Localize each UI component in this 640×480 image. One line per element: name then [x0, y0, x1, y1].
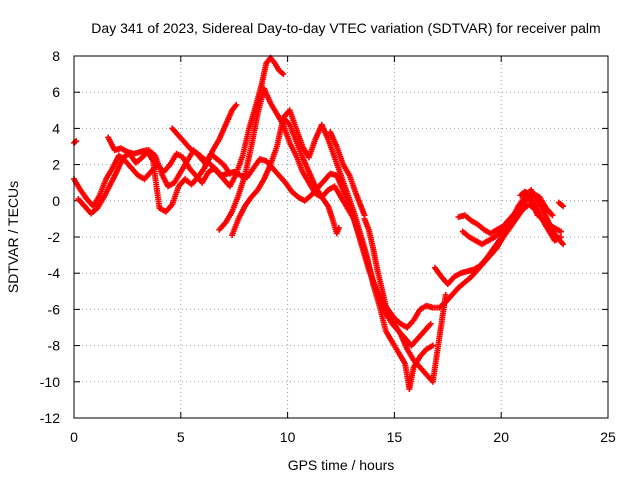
- y-tick-label: 6: [52, 84, 60, 100]
- x-tick-label: 10: [280, 429, 296, 445]
- series-track-1: [71, 138, 80, 146]
- data-point: [560, 203, 567, 210]
- data-point: [72, 138, 79, 145]
- data-point: [442, 291, 449, 298]
- x-tick-label: 20: [493, 429, 509, 445]
- x-tick-label: 25: [600, 429, 616, 445]
- series-track-4: [105, 134, 233, 215]
- data-point: [549, 212, 556, 219]
- x-tick-label: 5: [177, 429, 185, 445]
- y-tick-label: -10: [40, 374, 60, 390]
- data-point: [335, 224, 342, 231]
- y-tick-label: -2: [48, 229, 61, 245]
- data-point: [558, 228, 565, 235]
- tick-labels: 0 5 10 15 20 25 -12 -10 -8 -6 -4 -2 0 2 4 6 8: [40, 48, 616, 445]
- y-tick-label: 4: [52, 120, 60, 136]
- grid: [74, 56, 608, 418]
- series-track-14: [517, 188, 541, 219]
- y-tick-label: -6: [48, 301, 61, 317]
- y-axis-title: SDTVAR / TECUs: [5, 181, 21, 293]
- data-marks: [71, 54, 567, 393]
- series-track-8: [280, 114, 342, 237]
- y-tick-label: 2: [52, 157, 60, 173]
- y-tick-label: -12: [40, 410, 60, 426]
- data-point: [226, 170, 233, 177]
- series-track-9: [327, 129, 368, 219]
- plot-frame: [73, 55, 609, 419]
- y-tick-label: -4: [48, 265, 61, 281]
- y-tick-label: 0: [52, 193, 60, 209]
- series-track-15: [555, 199, 567, 210]
- data-point: [280, 71, 287, 78]
- chart-title: Day 341 of 2023, Sidereal Day-to-day VTE…: [91, 20, 600, 36]
- x-tick-label: 15: [387, 429, 403, 445]
- y-tick-label: -8: [48, 338, 61, 354]
- data-point: [534, 212, 541, 219]
- series-track-13: [459, 190, 556, 248]
- data-point: [427, 320, 434, 327]
- axis-ticks: [73, 55, 609, 419]
- data-point: [560, 241, 567, 248]
- y-tick-label: 8: [52, 48, 60, 64]
- data-point: [429, 342, 436, 349]
- x-axis-title: GPS time / hours: [288, 457, 395, 473]
- series-track-7: [229, 107, 436, 393]
- data-point: [233, 101, 240, 108]
- data-point: [558, 234, 565, 240]
- series-track-10: [361, 215, 449, 385]
- x-tick-label: 0: [70, 429, 78, 445]
- series-track-5: [169, 54, 287, 190]
